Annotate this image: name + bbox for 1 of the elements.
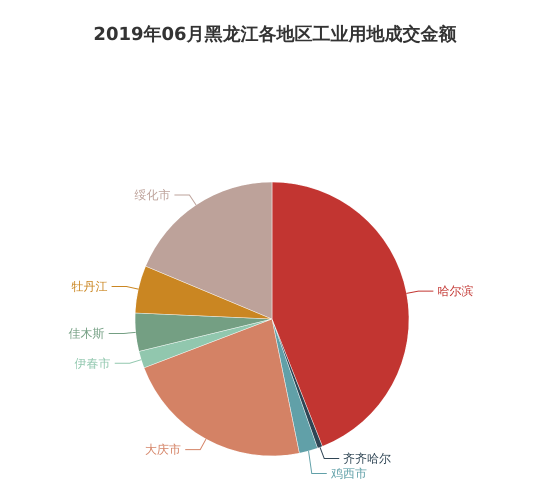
title: 2019年06月黑龙江各地区工业用地成交金额 bbox=[93, 24, 457, 45]
